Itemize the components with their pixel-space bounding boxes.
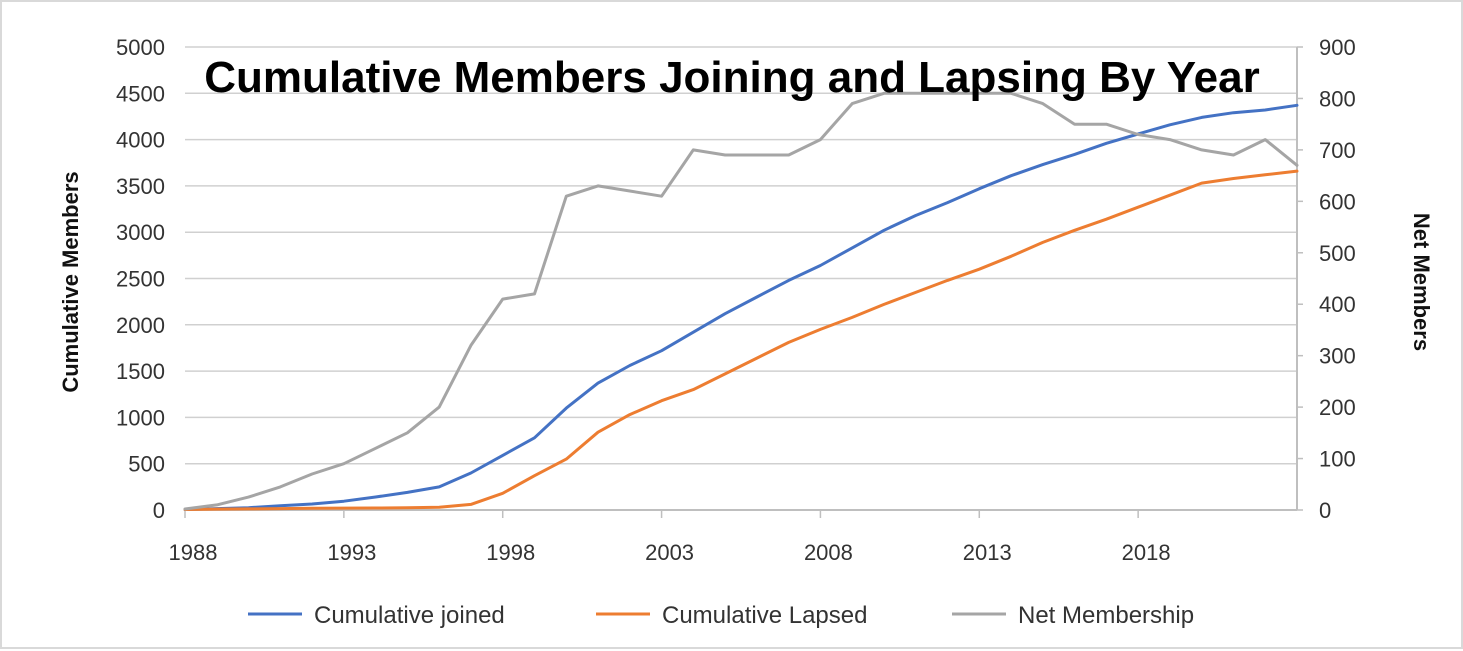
- y-axis-title: Cumulative Members: [58, 171, 83, 392]
- y-tick-label: 4500: [116, 81, 165, 106]
- y-tick-label: 0: [153, 498, 165, 523]
- series-line-cumulative-joined: [183, 103, 1299, 511]
- y2-tick-label: 800: [1319, 86, 1356, 111]
- y-tick-label: 3500: [116, 174, 165, 199]
- series-line-cumulative-lapsed: [183, 169, 1299, 511]
- x-tick-label: 1998: [486, 540, 535, 565]
- x-tick-label: 2013: [963, 540, 1012, 565]
- y2-tick-label: 500: [1319, 241, 1356, 266]
- y-tick-label: 2000: [116, 313, 165, 338]
- legend-label: Net Membership: [1018, 602, 1194, 629]
- x-tick-label: 2003: [645, 540, 694, 565]
- y-tick-label: 4000: [116, 128, 165, 153]
- x-tick-label: 1988: [169, 540, 218, 565]
- y2-tick-label: 0: [1319, 498, 1331, 523]
- y2-tick-label: 100: [1319, 447, 1356, 472]
- y2-tick-label: 300: [1319, 344, 1356, 369]
- chart-title: Cumulative Members Joining and Lapsing B…: [204, 53, 1259, 102]
- legend-label: Cumulative joined: [314, 602, 505, 629]
- y-tick-label: 500: [128, 452, 165, 477]
- x-tick-label: 1993: [327, 540, 376, 565]
- y2-tick-label: 600: [1319, 189, 1356, 214]
- x-tick-label: 2018: [1122, 540, 1171, 565]
- y2-tick-label: 700: [1319, 138, 1356, 163]
- y-tick-label: 5000: [116, 35, 165, 60]
- y2-tick-label: 900: [1319, 35, 1356, 60]
- axes: 0500100015002000250030003500400045005000…: [116, 35, 1356, 565]
- x-tick-label: 2008: [804, 540, 853, 565]
- y2-tick-label: 200: [1319, 395, 1356, 420]
- legend: Cumulative joined Cumulative Lapsed Net Me…: [248, 602, 1194, 629]
- y-tick-label: 1500: [116, 359, 165, 384]
- gridlines: [185, 46, 1297, 511]
- y-tick-label: 3000: [116, 220, 165, 245]
- series-line-net-membership: [183, 91, 1299, 511]
- y-tick-label: 1000: [116, 405, 165, 430]
- series-lines: [183, 91, 1299, 511]
- legend-label: Cumulative Lapsed: [662, 602, 867, 629]
- y2-tick-label: 400: [1319, 292, 1356, 317]
- y2-axis-title: Net Members: [1409, 213, 1434, 351]
- y-tick-label: 2500: [116, 267, 165, 292]
